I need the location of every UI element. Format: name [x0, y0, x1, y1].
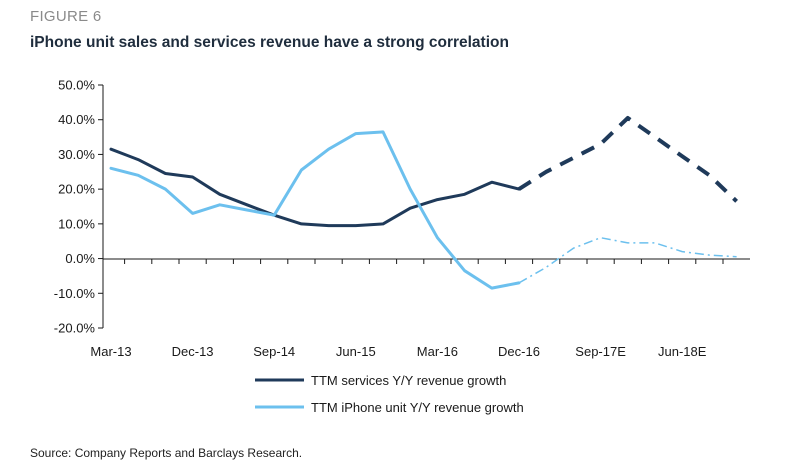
y-tick-label: -10.0%: [54, 286, 96, 301]
x-tick-label: Sep-14: [253, 344, 295, 359]
y-tick-label: 40.0%: [58, 112, 95, 127]
y-tick-label: 30.0%: [58, 147, 95, 162]
iphone-line-forecast: [518, 236, 737, 284]
x-tick-label: Jun-15: [336, 344, 376, 359]
x-axis: Mar-13 Dec-13 Sep-14 Jun-15 Mar-16 Dec-16 Sep-…: [90, 258, 750, 359]
services-line-actual: [109, 147, 521, 228]
legend-iphone-label: TTM iPhone unit Y/Y revenue growth: [311, 400, 524, 415]
x-tick-label: Sep-17E: [575, 344, 626, 359]
figure-label: FIGURE 6: [30, 8, 102, 25]
y-tick-label: 50.0%: [58, 78, 95, 93]
x-tick-label: Dec-16: [498, 344, 540, 359]
chart-title: iPhone unit sales and services revenue h…: [30, 34, 509, 51]
legend: TTM services Y/Y revenue growth TTM iPhon…: [255, 373, 524, 415]
series-lines: [109, 116, 738, 290]
x-tick-label: Mar-16: [417, 344, 458, 359]
iphone-line-actual: [109, 130, 521, 290]
y-axis: -20.0% -10.0% 0.0% 10.0% 20.0% 30.0% 40.0% 50.0…: [54, 78, 104, 336]
source-note: Source: Company Reports and Barclays Res…: [30, 446, 303, 460]
legend-services-label: TTM services Y/Y revenue growth: [311, 373, 506, 388]
y-tick-label: 0.0%: [65, 251, 95, 266]
x-tick-label: Mar-13: [90, 344, 131, 359]
y-tick-label: 20.0%: [58, 182, 95, 197]
x-tick-label: Dec-13: [172, 344, 214, 359]
x-tick-label: Jun-18E: [658, 344, 707, 359]
services-line-forecast: [517, 116, 738, 203]
y-tick-label: -20.0%: [54, 321, 96, 336]
y-tick-label: 10.0%: [58, 216, 95, 231]
